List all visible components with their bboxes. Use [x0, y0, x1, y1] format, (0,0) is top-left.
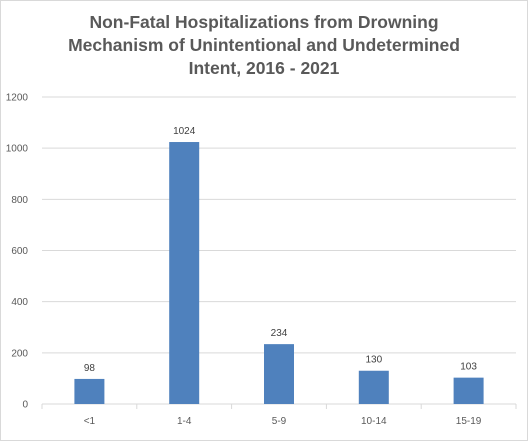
bar-0: [74, 378, 105, 404]
gridlines: [42, 96, 516, 354]
data-label-1: 1024: [173, 126, 196, 137]
y-tick-label: 200: [11, 348, 28, 359]
y-tick-label: 1000: [6, 144, 29, 155]
bars: [74, 142, 484, 404]
bar-2: [264, 344, 294, 404]
data-label-4: 103: [460, 362, 477, 373]
y-tick-label: 800: [11, 195, 28, 206]
chart-title: Non-Fatal Hospitalizations from Drowning…: [0, 11, 528, 80]
data-label-0: 98: [84, 363, 96, 374]
x-tick-label-1: 1-4: [177, 416, 192, 427]
labels: 0 200 400 600 800 1000 1200 98 <1 1024 1-4 234 5-9 13…: [6, 93, 482, 428]
data-label-2: 234: [271, 328, 288, 339]
y-tick-label: 0: [22, 400, 28, 411]
chart-title-line-2: Mechanism of Unintentional and Undetermi…: [68, 35, 460, 55]
y-tick-label: 400: [11, 297, 28, 308]
x-tick-label-2: 5-9: [272, 416, 287, 427]
chart-title-line-3: Intent, 2016 - 2021: [188, 58, 340, 78]
bar-4: [453, 377, 484, 404]
data-label-3: 130: [365, 355, 382, 366]
chart-title-line-1: Non-Fatal Hospitalizations from Drowning: [89, 12, 439, 32]
axes: [41, 403, 517, 409]
bar-3: [358, 370, 389, 404]
x-tick-label-0: <1: [84, 416, 96, 427]
y-tick-label: 1200: [6, 93, 29, 104]
bar-1: [169, 142, 200, 404]
y-tick-label: 600: [11, 246, 28, 257]
x-tick-label-3: 10-14: [361, 416, 387, 427]
x-tick-label-4: 15-19: [456, 416, 482, 427]
